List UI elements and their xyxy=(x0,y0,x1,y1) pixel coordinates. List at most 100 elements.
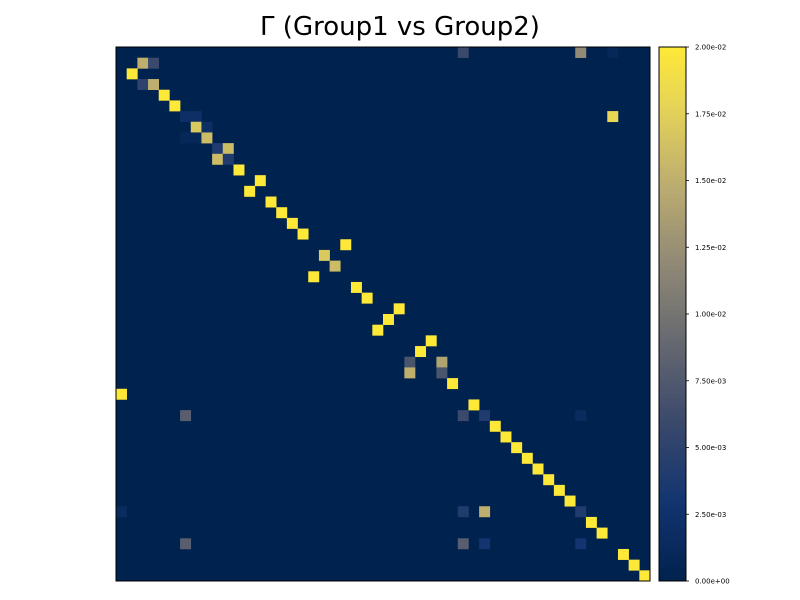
colorbar-segment xyxy=(659,220,686,226)
heatmap-cell xyxy=(447,378,459,390)
colorbar-segment xyxy=(659,291,686,297)
colorbar-tick-label: 5.00e-03 xyxy=(695,444,726,452)
colorbar: 0.00e+00 2.50e-03 5.00e-03 7.50e-03 1.00e-02… xyxy=(658,44,730,586)
colorbar-segment xyxy=(659,136,686,141)
colorbar-segment xyxy=(659,69,686,75)
colorbar-segment xyxy=(659,91,686,97)
colorbar-segment xyxy=(659,282,686,288)
colorbar-segment xyxy=(659,51,686,57)
colorbar-segment xyxy=(659,296,686,302)
colorbar-tick-label: 1.25e-02 xyxy=(695,244,726,252)
heatmap-cell xyxy=(340,239,352,251)
colorbar-tick-label: 1.75e-02 xyxy=(695,110,726,118)
colorbar-segment xyxy=(659,153,686,159)
colorbar-segment xyxy=(659,429,686,435)
heatmap-cell xyxy=(212,143,224,155)
heatmap-cell xyxy=(489,420,501,432)
heatmap-cell xyxy=(265,196,277,208)
colorbar-segment xyxy=(659,572,686,578)
colorbar-segment xyxy=(659,354,686,359)
heatmap-cell xyxy=(479,538,491,550)
colorbar-segment xyxy=(659,322,686,328)
heatmap-cell xyxy=(297,228,309,240)
colorbar-segment xyxy=(659,451,686,457)
heatmap-cell xyxy=(180,410,192,422)
heatmap-cell xyxy=(329,260,341,272)
colorbar-tick-label: 2.00e-02 xyxy=(695,44,726,52)
heatmap-cell xyxy=(607,47,619,58)
colorbar-tick-label: 7.50e-03 xyxy=(695,377,726,385)
heatmap-cell xyxy=(222,143,234,155)
heatmap-cell xyxy=(575,538,587,550)
colorbar-segment xyxy=(659,300,686,306)
heatmap-cell xyxy=(137,79,149,91)
colorbar-segment xyxy=(659,536,686,542)
heatmap-cell xyxy=(425,335,437,347)
colorbar-segment xyxy=(659,193,686,199)
colorbar-segment xyxy=(659,460,686,466)
colorbar-segment xyxy=(659,309,686,315)
colorbar-segment xyxy=(659,407,686,413)
heatmap-cell xyxy=(212,153,224,165)
colorbar-segment xyxy=(659,527,686,533)
colorbar-segment xyxy=(659,202,686,208)
colorbar-segment xyxy=(659,305,686,311)
colorbar-segment xyxy=(659,113,686,119)
colorbar-segment xyxy=(659,478,686,484)
colorbar-segment xyxy=(659,73,686,79)
heatmap-cell xyxy=(190,111,202,123)
colorbar-segment xyxy=(659,144,686,150)
colorbar-segment xyxy=(659,394,686,400)
colorbar-segment xyxy=(659,287,686,293)
colorbar-segment xyxy=(659,211,686,217)
colorbar-segment xyxy=(659,403,686,408)
colorbar-segment xyxy=(659,420,686,426)
colorbar-segment xyxy=(659,509,686,515)
colorbar-segment xyxy=(659,563,686,569)
colorbar-segment xyxy=(659,483,686,489)
colorbar-tick-label: 0.00e+00 xyxy=(695,578,730,586)
colorbar-segment xyxy=(659,362,686,368)
colorbar-tick-label: 2.50e-03 xyxy=(695,511,726,519)
colorbar-segment xyxy=(659,87,686,92)
colorbar-segment xyxy=(659,376,686,382)
colorbar-segment xyxy=(659,233,686,239)
colorbar-segment xyxy=(659,554,686,560)
heatmap-cell xyxy=(383,314,394,325)
heatmap-cell xyxy=(169,100,181,112)
colorbar-segment xyxy=(659,500,686,506)
colorbar-segment xyxy=(659,140,686,146)
colorbar-segment xyxy=(659,278,686,284)
colorbar-segment xyxy=(659,358,686,364)
colorbar-segment xyxy=(659,398,686,404)
heatmap-cell xyxy=(393,303,405,315)
colorbar-segment xyxy=(659,518,686,524)
colorbar-segment xyxy=(659,523,686,529)
heatmap-cell xyxy=(553,484,565,496)
heatmap-cells xyxy=(116,47,651,582)
colorbar-segment xyxy=(659,242,686,248)
heatmap-cell xyxy=(436,356,448,368)
heatmap-cell xyxy=(126,68,138,80)
colorbar-segment xyxy=(659,540,686,546)
heatmap-cell xyxy=(244,185,256,197)
colorbar-segment xyxy=(659,184,686,190)
colorbar-segment xyxy=(659,532,686,537)
heatmap-cell xyxy=(511,442,523,454)
heatmap-cell xyxy=(137,57,149,69)
colorbar-segment xyxy=(659,229,686,235)
colorbar-segment xyxy=(659,118,686,124)
heatmap-cell xyxy=(116,506,127,518)
heatmap-cell xyxy=(190,121,202,133)
colorbar-segment xyxy=(659,411,686,417)
heatmap-cell xyxy=(575,47,587,58)
colorbar-segment xyxy=(659,465,686,471)
heatmap-cell xyxy=(372,324,384,336)
heatmap-cell xyxy=(158,89,170,101)
colorbar-segment xyxy=(659,340,686,346)
colorbar-segment xyxy=(659,469,686,475)
colorbar-segment xyxy=(659,95,686,101)
heatmap-cell xyxy=(596,527,608,539)
colorbar-segment xyxy=(659,176,686,181)
colorbar-segment xyxy=(659,260,686,266)
